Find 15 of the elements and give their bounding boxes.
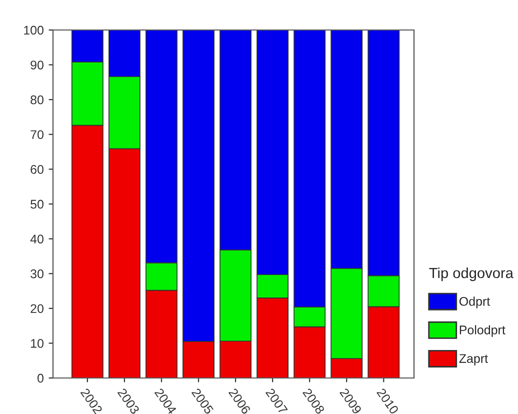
legend-label: Odprt bbox=[459, 296, 490, 308]
y-tick-label: 100 bbox=[24, 26, 44, 35]
y-tick-label: 30 bbox=[30, 269, 44, 278]
y-tick-label: 90 bbox=[30, 60, 44, 70]
y-tick-label: 60 bbox=[30, 165, 44, 174]
legend-title: Tip odgovora bbox=[429, 267, 514, 282]
y-tick-label: 40 bbox=[30, 234, 44, 244]
y-tick-label: 80 bbox=[30, 95, 44, 104]
y-tick-label: 10 bbox=[31, 339, 44, 348]
legend-label: Zaprt bbox=[459, 354, 488, 366]
y-tick-label: 50 bbox=[30, 200, 44, 209]
y-tick-label: 70 bbox=[30, 130, 44, 140]
y-tick-label: 20 bbox=[30, 304, 44, 314]
y-tick-label: 0 bbox=[38, 374, 44, 383]
legend-label: Polodprt bbox=[460, 325, 506, 337]
